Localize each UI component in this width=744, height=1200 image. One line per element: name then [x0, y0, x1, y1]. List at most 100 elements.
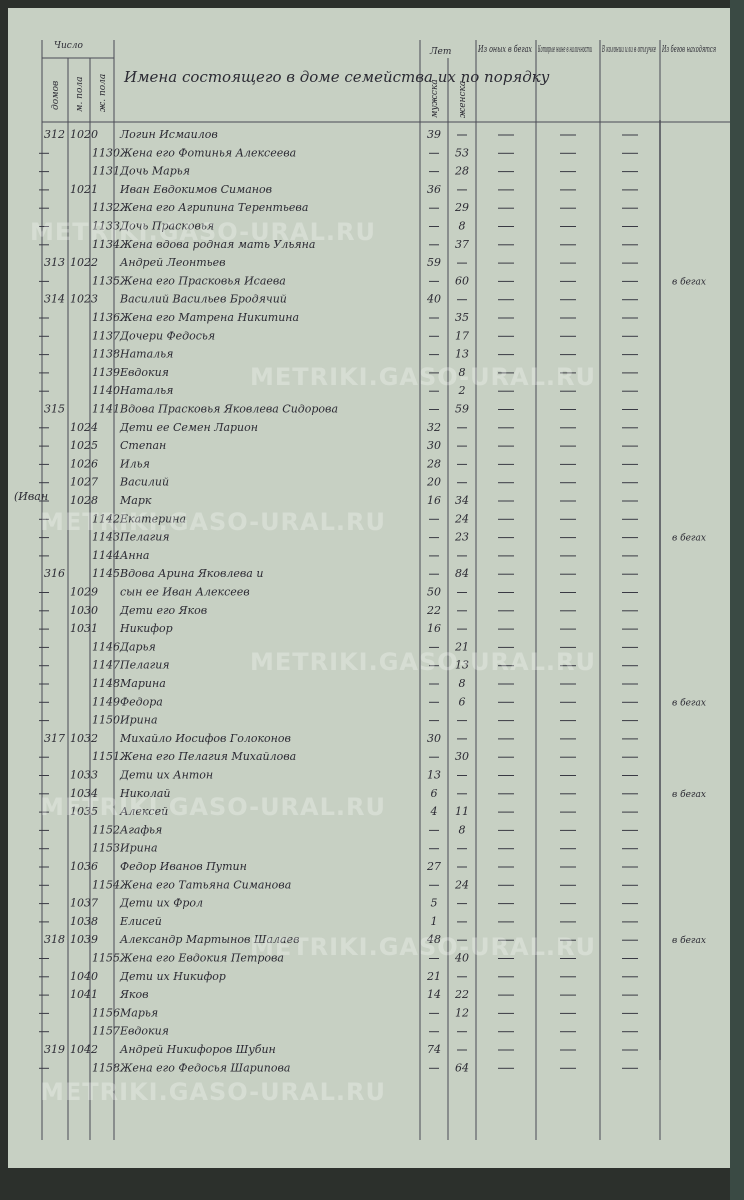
male-number: 1038	[70, 915, 98, 928]
male-age: 32	[427, 421, 441, 434]
female-age: 64	[455, 1061, 469, 1074]
female-age: 13	[455, 659, 469, 672]
male-age: 40	[426, 293, 441, 306]
column-note: Которые ныне в наличности	[538, 45, 592, 55]
watermarks: METRIKI.GASO-URAL.RU METRIKI.GASO-URAL.RU…	[30, 218, 596, 1106]
female-age: 23	[454, 531, 469, 544]
house-number: 317	[44, 732, 65, 745]
house-number: 313	[44, 256, 65, 269]
margin-left: (Иван	[14, 490, 48, 503]
male-age: 20	[426, 476, 441, 489]
name: сын ее Иван Алексеев	[120, 586, 250, 599]
female-number: 1156	[92, 1006, 120, 1019]
female-age: 24	[454, 878, 469, 891]
female-age: 8	[459, 677, 466, 690]
name: Андрей Леонтьев	[119, 256, 226, 269]
female-number: 1132	[92, 201, 120, 214]
name: Никифор	[119, 622, 173, 635]
female-age: 30	[455, 750, 469, 763]
male-age: 5	[431, 897, 438, 910]
house-number: 315	[44, 403, 65, 416]
column-note: В колонии или в отлучке	[602, 45, 656, 55]
female-age: 11	[455, 805, 469, 818]
male-age: 30	[427, 732, 441, 745]
name: Марк	[119, 494, 152, 507]
name: Жена его Пелагия Михайлова	[119, 750, 296, 763]
name: Евдокия	[119, 1025, 169, 1038]
margin-note: в бегах	[672, 276, 706, 287]
name: Дети его Яков	[119, 604, 207, 617]
name: Дети их Фрол	[119, 897, 203, 910]
name: Василий	[119, 476, 169, 489]
paper	[8, 8, 732, 1168]
male-number: 1035	[70, 805, 98, 818]
house-number: 316	[44, 567, 65, 580]
male-age: 59	[427, 256, 441, 269]
col-male: м. пола	[75, 77, 85, 113]
rules	[41, 40, 730, 1140]
name: Пелагия	[119, 531, 170, 544]
female-number: 1157	[92, 1025, 120, 1038]
name: Иван Евдокимов Симанов	[119, 183, 272, 196]
male-number: 1026	[70, 457, 98, 470]
watermark: METRIKI.GASO-URAL.RU	[30, 218, 376, 246]
female-number: 1142	[92, 512, 120, 525]
margin-note: в бегах	[672, 789, 706, 800]
name: Логин Исмаилов	[119, 128, 218, 141]
name: Дети ее Семен Ларион	[119, 421, 258, 434]
female-age: 2	[458, 384, 466, 397]
name: Жена его Агрипина Терентьева	[119, 201, 308, 214]
male-number: 1041	[70, 988, 98, 1001]
female-number: 1150	[92, 714, 120, 727]
name: Пелагия	[119, 659, 170, 672]
watermark: METRIKI.GASO-URAL.RU	[40, 793, 386, 821]
female-number: 1134	[92, 238, 120, 251]
name: Яков	[119, 988, 148, 1001]
male-number: 1030	[70, 604, 98, 617]
male-age: 30	[427, 439, 441, 452]
name: Федора	[120, 695, 163, 708]
male-number: 1032	[70, 732, 98, 745]
male-number: 1022	[70, 256, 98, 269]
female-number: 1131	[92, 165, 120, 178]
name: Вдова Арина Яковлева и	[119, 567, 263, 580]
female-age: 40	[454, 952, 469, 965]
name: Елисей	[119, 915, 162, 928]
name: Дарья	[119, 640, 156, 653]
male-age: 16	[427, 494, 441, 507]
male-number: 1021	[70, 183, 98, 196]
male-age: 21	[426, 970, 441, 983]
house-number: 312	[44, 128, 65, 141]
watermark: METRIKI.GASO-URAL.RU	[250, 648, 596, 676]
names-title: Имена состоящего в доме семейства их по …	[123, 68, 550, 86]
name: Ирина	[119, 842, 158, 855]
margin-note: в бегах	[672, 935, 706, 946]
female-age: 35	[455, 311, 469, 324]
female-age: 8	[459, 366, 466, 379]
name: Марина	[119, 677, 166, 690]
name: Жена вдова родная мать Ульяна	[119, 238, 315, 251]
name: Марья	[119, 1006, 158, 1019]
male-age: 1	[431, 915, 438, 928]
female-age: 8	[459, 823, 466, 836]
column-notes: Из оных в бегах Которые ныне в наличности…	[477, 44, 716, 55]
male-age: 74	[427, 1043, 441, 1056]
name: Илья	[119, 457, 150, 470]
female-number: 1130	[92, 146, 120, 159]
name: Андрей Никифоров Шубин	[119, 1043, 276, 1056]
female-age: 53	[455, 146, 469, 159]
col-houses: домов	[51, 81, 61, 110]
male-number: 1029	[70, 586, 98, 599]
name: Анна	[119, 549, 149, 562]
name: Наталья	[119, 348, 173, 361]
watermark: METRIKI.GASO-URAL.RU	[40, 1078, 386, 1106]
male-number: 1040	[70, 970, 98, 983]
female-number: 1136	[92, 311, 120, 324]
female-age: 8	[459, 220, 466, 233]
name: Агафья	[119, 823, 162, 836]
female-age: 84	[455, 567, 469, 580]
watermark: METRIKI.GASO-URAL.RU	[250, 933, 596, 961]
name: Наталья	[119, 384, 173, 397]
age-male: мужска	[430, 79, 440, 118]
